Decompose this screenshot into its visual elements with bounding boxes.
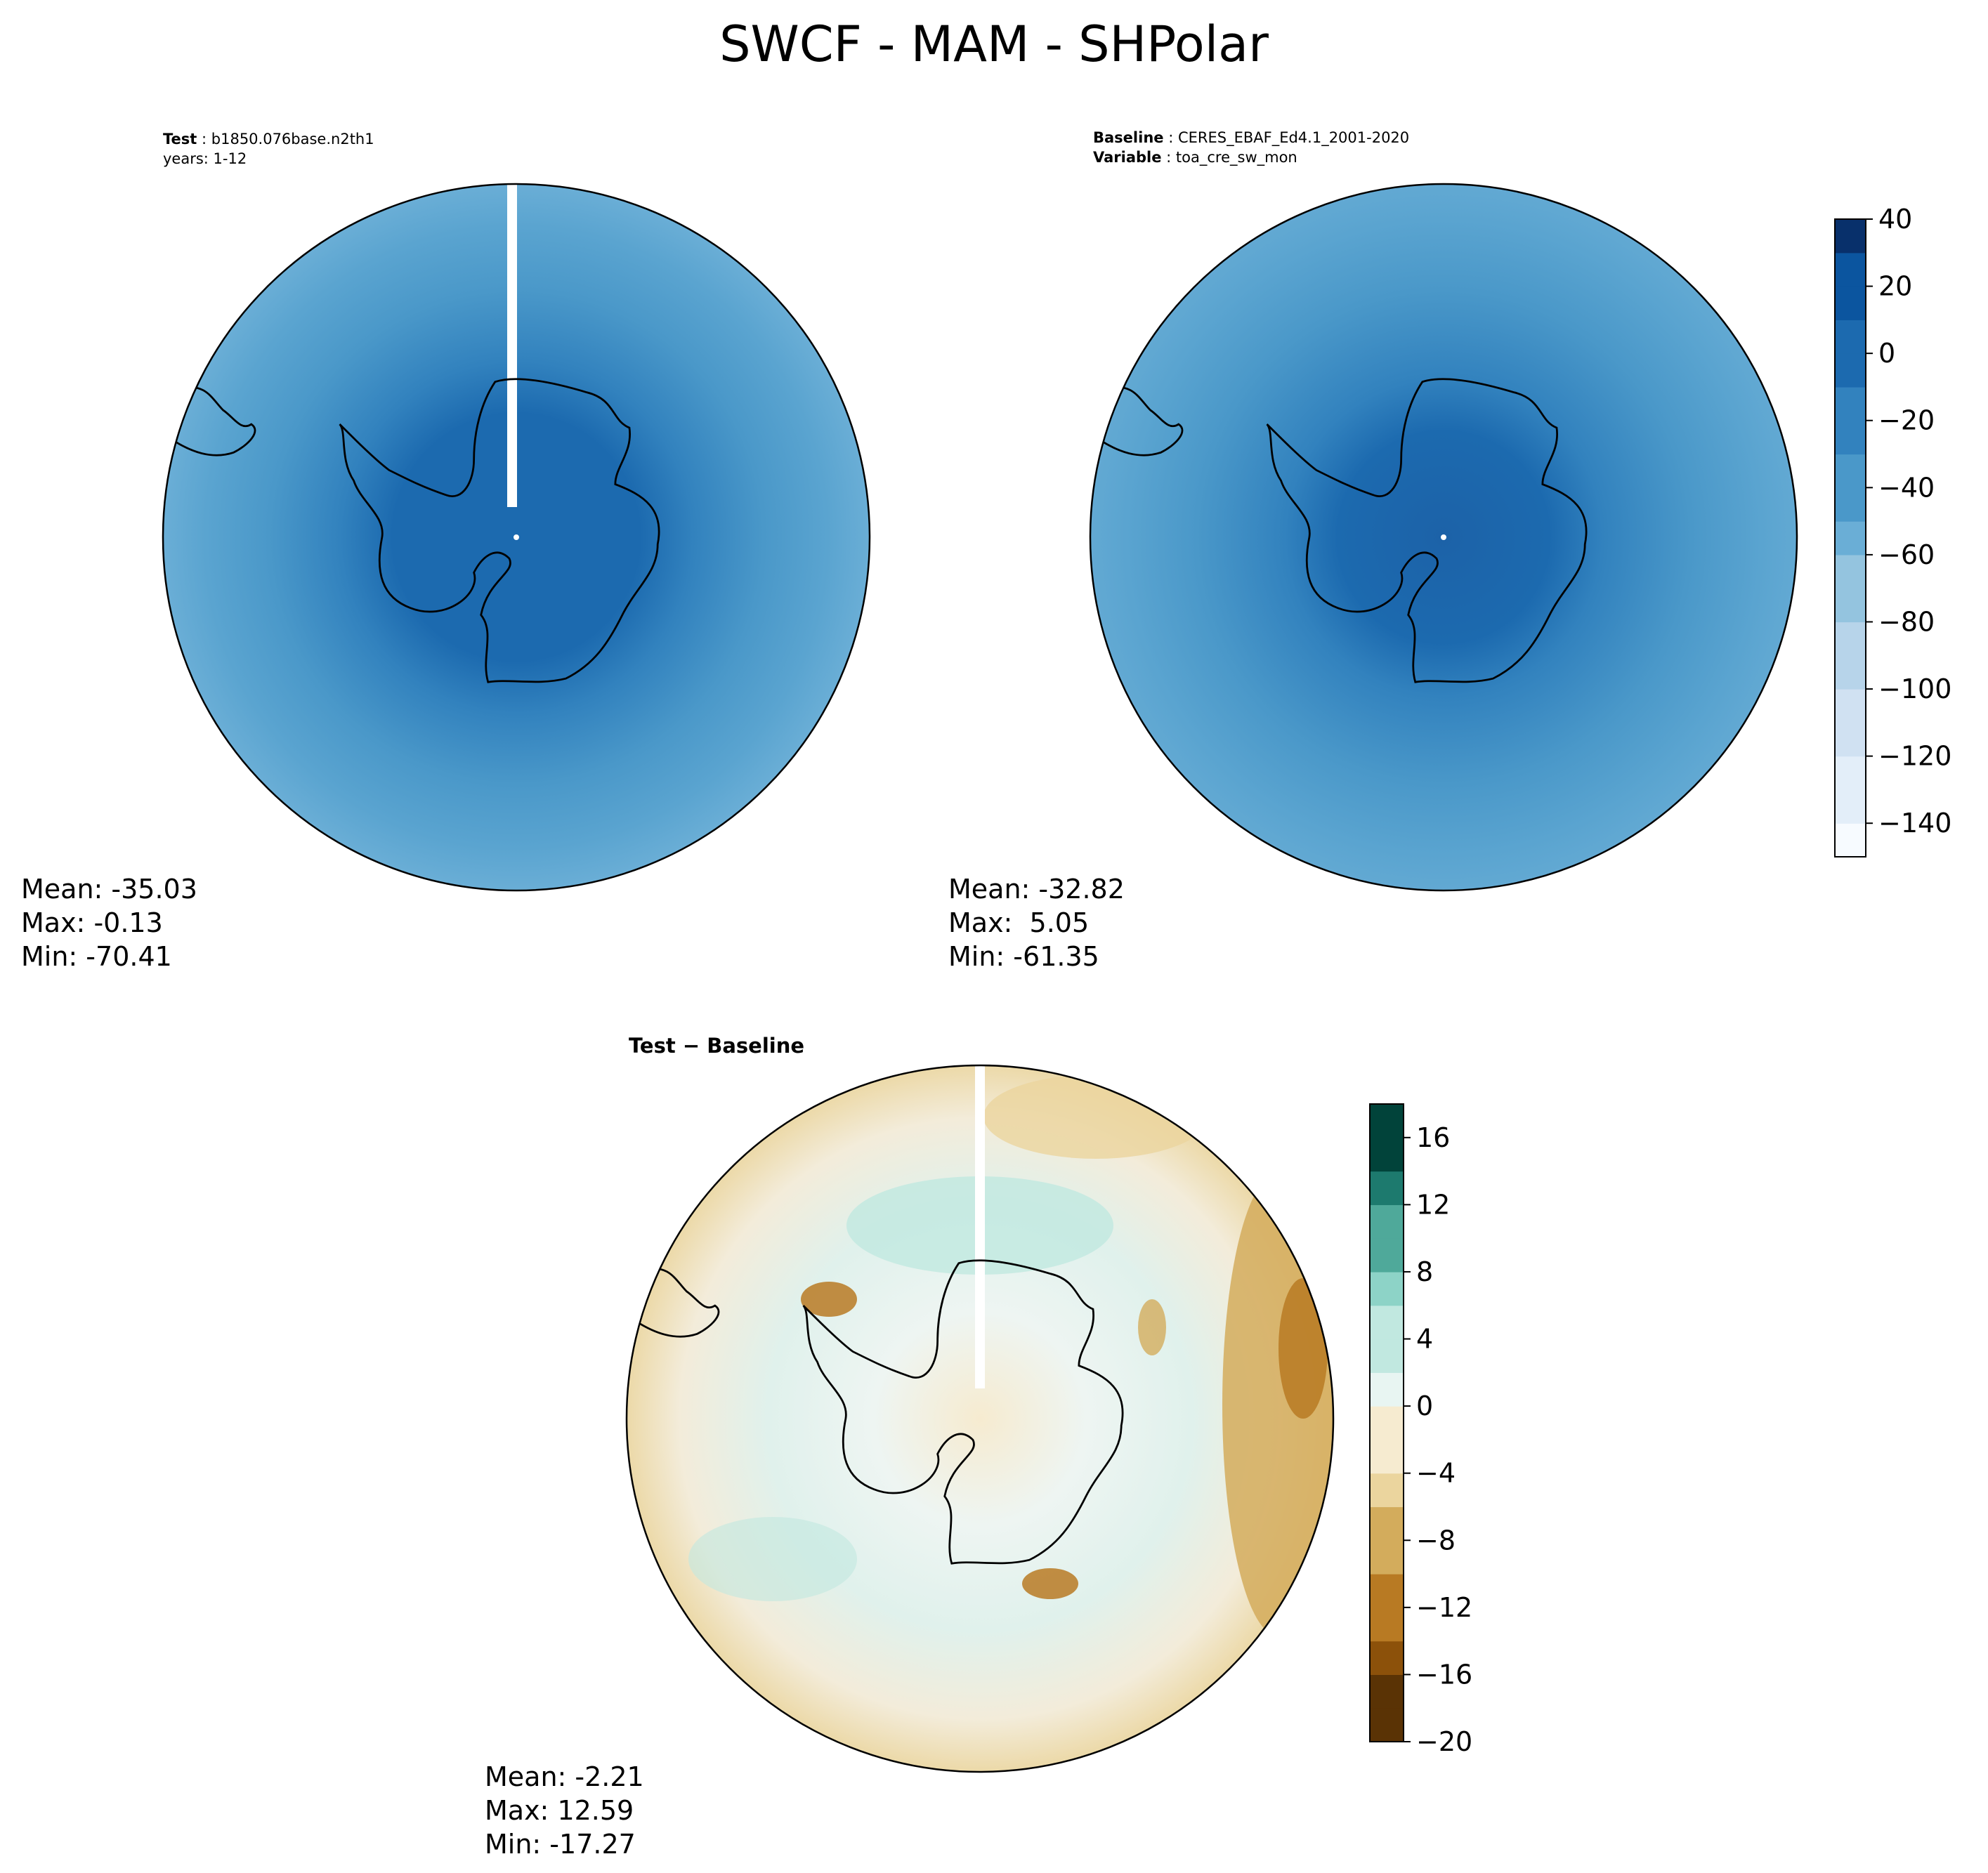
test-header: Test : b1850.076base.n2th1 years: 1-12 (163, 131, 374, 167)
test-max: Max: -0.13 (21, 907, 163, 938)
figure-title: SWCF - MAM - SHPolar (719, 15, 1269, 73)
baseline-colorbar-frame (1834, 218, 1866, 857)
diff-title: Test − Baseline (629, 1034, 805, 1058)
diff-colorbar-band (1370, 1674, 1404, 1709)
baseline-colorbar-band (1835, 487, 1866, 522)
diff-colorbar-tick-label: 0 (1416, 1391, 1433, 1421)
diff-colorbar-tick-label: −4 (1416, 1458, 1456, 1489)
baseline-colorbar: 40 20 0 −20 −40 −60 −80 −100 −120 −140 (1834, 204, 1951, 857)
baseline-map-boundary (1089, 183, 1798, 892)
baseline-colorbar-band (1835, 286, 1866, 320)
baseline-colorbar-band (1835, 756, 1866, 791)
diff-colorbar-band (1370, 1204, 1404, 1239)
test-header-years: years: 1-12 (163, 150, 247, 167)
diff-colorbar-band (1370, 1473, 1404, 1508)
baseline-colorbar-band (1835, 521, 1866, 556)
test-map (162, 183, 871, 892)
diff-min: Min: -17.27 (485, 1829, 636, 1860)
diff-colorbar-band (1370, 1171, 1404, 1205)
baseline-colorbar-band (1835, 823, 1866, 857)
diff-colorbar-band (1370, 1574, 1404, 1608)
diff-colorbar-band (1370, 1607, 1404, 1642)
diff-colorbar: 16 12 8 4 0 −4 −8 −12 −16 −20 (1369, 1103, 1472, 1757)
variable-label: Variable (1093, 149, 1162, 166)
diff-colorbar-band (1370, 1238, 1404, 1273)
baseline-colorbar-band (1835, 588, 1866, 623)
diff-max: Max: 12.59 (485, 1795, 634, 1826)
baseline-max: Max: 5.05 (948, 907, 1090, 938)
diff-colorbar-band (1370, 1339, 1404, 1373)
diff-colorbar-tick-label: 12 (1416, 1189, 1450, 1220)
baseline-colorbar-tick-label: 0 (1878, 338, 1895, 369)
diff-colorbar-band (1370, 1104, 1404, 1138)
baseline-colorbar-band (1835, 789, 1866, 824)
baseline-colorbar-band (1835, 252, 1866, 287)
diff-colorbar-tick-label: 8 (1416, 1256, 1433, 1287)
baseline-mean: Mean: -32.82 (948, 874, 1125, 905)
diff-colorbar-tick-label: 4 (1416, 1324, 1433, 1355)
baseline-header-label: Baseline (1093, 129, 1164, 146)
baseline-colorbar-tick-label: −80 (1878, 606, 1935, 637)
diff-colorbar-band (1370, 1137, 1404, 1172)
missing-data-wedge (507, 184, 517, 507)
baseline-colorbar-band (1835, 622, 1866, 656)
baseline-map (1089, 183, 1798, 892)
baseline-colorbar-band (1835, 353, 1866, 388)
diff-stats: Mean: -2.21 Max: 12.59 Min: -17.27 (485, 1760, 644, 1861)
test-header-value: b1850.076base.n2th1 (211, 131, 374, 147)
diff-colorbar-band (1370, 1372, 1404, 1407)
baseline-min: Min: -61.35 (948, 941, 1099, 972)
baseline-colorbar-tick-label: 40 (1878, 204, 1912, 235)
diff-colorbar-band (1370, 1439, 1404, 1474)
diff-map-boundary (625, 1064, 1335, 1773)
baseline-colorbar-band (1835, 420, 1866, 455)
diff-mean: Mean: -2.21 (485, 1761, 644, 1792)
diff-colorbar-frame (1369, 1103, 1404, 1742)
baseline-colorbar-tick-label: −40 (1878, 472, 1935, 503)
baseline-stats: Mean: -32.82 Max: 5.05 Min: -61.35 (948, 872, 1125, 973)
test-header-label: Test (163, 131, 197, 147)
baseline-colorbar-band (1835, 722, 1866, 757)
baseline-colorbar-band (1835, 454, 1866, 488)
baseline-colorbar-band (1835, 689, 1866, 723)
baseline-colorbar-band (1835, 320, 1866, 354)
baseline-colorbar-tick-label: −60 (1878, 539, 1935, 570)
baseline-colorbar-band (1835, 554, 1866, 589)
test-stats: Mean: -35.03 Max: -0.13 Min: -70.41 (21, 872, 197, 973)
baseline-colorbar-tick-label: −140 (1878, 808, 1951, 839)
baseline-colorbar-tick-label: −20 (1878, 405, 1935, 436)
baseline-colorbar-band (1835, 386, 1866, 421)
diff-colorbar-band (1370, 1305, 1404, 1340)
diff-colorbar-tick-label: 16 (1416, 1122, 1450, 1153)
test-map-boundary (162, 183, 871, 892)
baseline-colorbar-tick-label: −100 (1878, 673, 1951, 704)
baseline-header-value: CERES_EBAF_Ed4.1_2001-2020 (1177, 129, 1410, 146)
baseline-header: Baseline : CERES_EBAF_Ed4.1_2001-2020 Va… (1093, 129, 1410, 166)
diff-colorbar-tick-label: −16 (1416, 1659, 1472, 1690)
test-min: Min: -70.41 (21, 941, 172, 972)
diff-colorbar-band (1370, 1708, 1404, 1742)
diff-colorbar-tick-label: −8 (1416, 1525, 1456, 1556)
baseline-colorbar-band (1835, 655, 1866, 690)
diff-colorbar-band (1370, 1271, 1404, 1306)
baseline-colorbar-tick-label: −120 (1878, 741, 1951, 772)
variable-value: toa_cre_sw_mon (1175, 149, 1297, 166)
diff-colorbar-tick-label: −12 (1416, 1592, 1472, 1623)
diff-colorbar-tick-label: −20 (1416, 1726, 1472, 1757)
diff-colorbar-band (1370, 1641, 1404, 1676)
diff-map (625, 1064, 1335, 1773)
missing-data-wedge (975, 1065, 985, 1388)
test-mean: Mean: -35.03 (21, 874, 197, 905)
baseline-colorbar-tick-label: 20 (1878, 271, 1912, 302)
baseline-colorbar-band (1835, 219, 1866, 254)
diff-colorbar-band (1370, 1506, 1404, 1541)
diff-colorbar-band (1370, 1406, 1404, 1440)
diff-colorbar-band (1370, 1540, 1404, 1575)
